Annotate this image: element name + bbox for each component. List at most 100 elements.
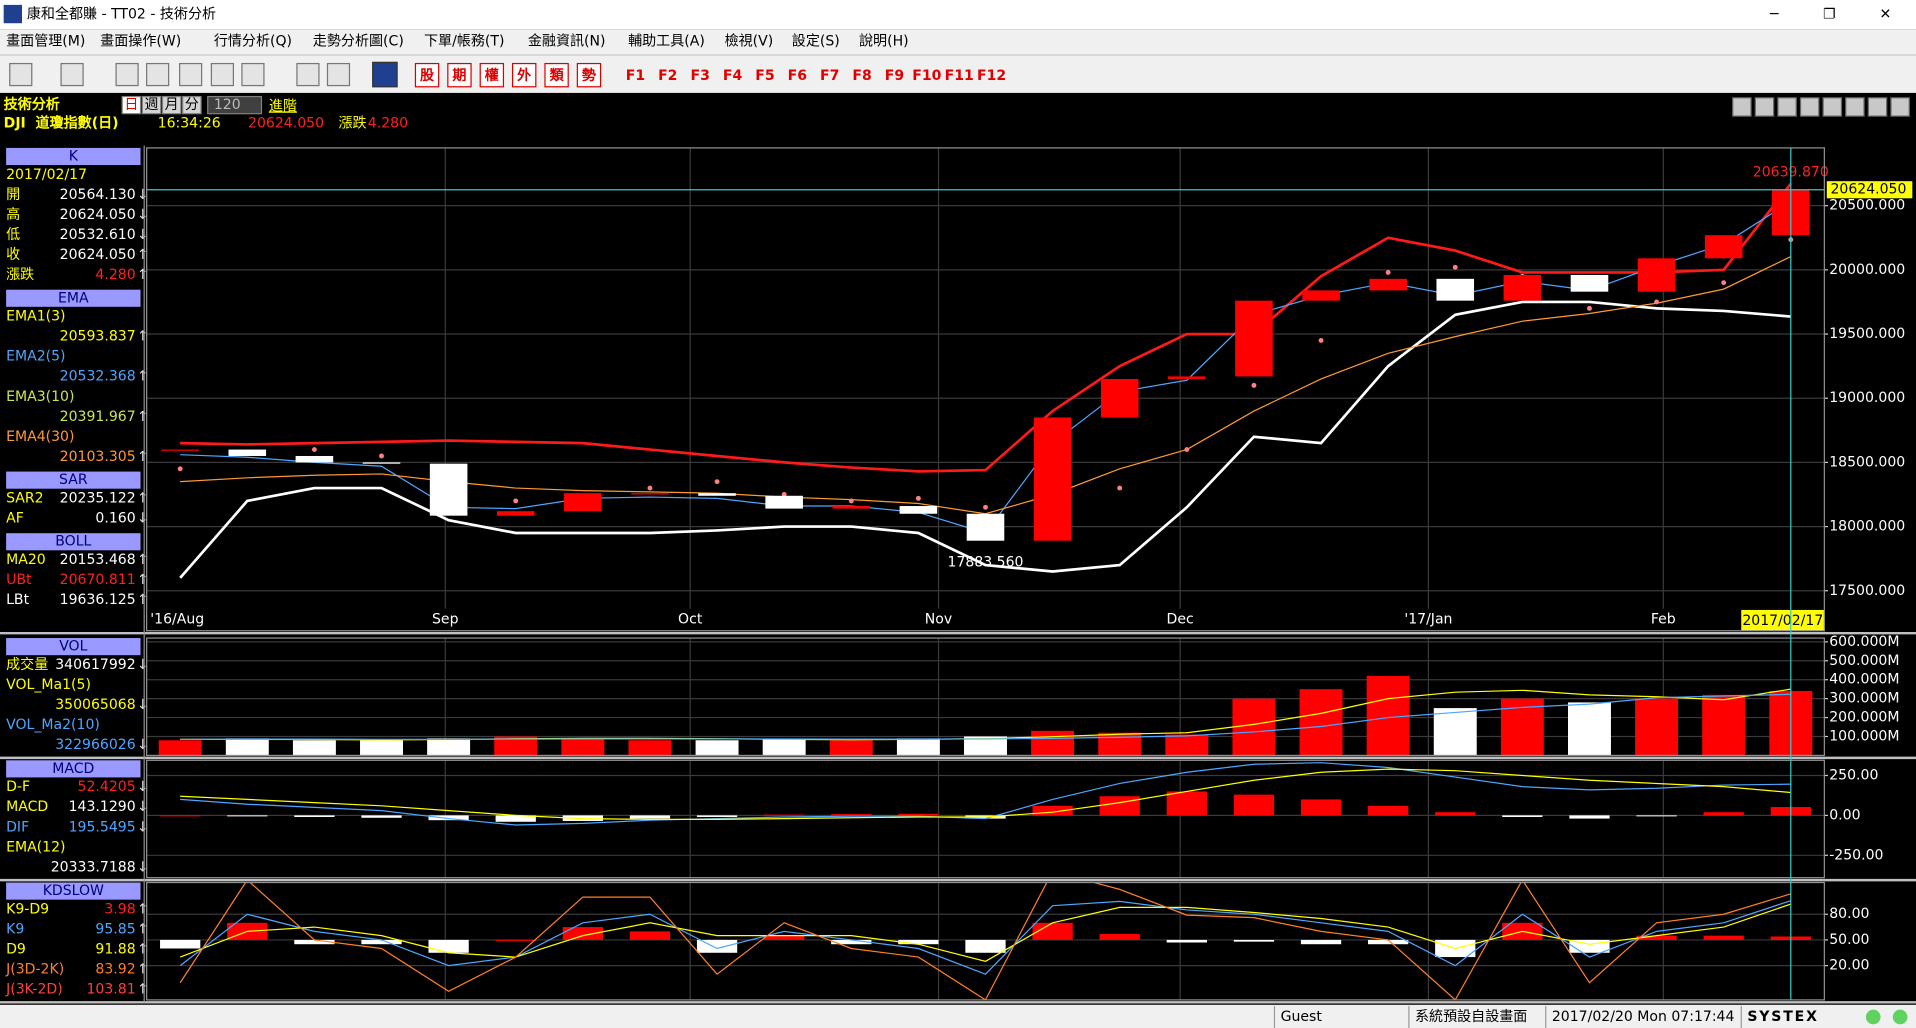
candle xyxy=(1302,290,1340,301)
panel-icon[interactable] xyxy=(1845,97,1865,117)
period-label: 分 xyxy=(185,97,199,113)
toolbar-icon[interactable] xyxy=(179,62,203,87)
histogram-bar xyxy=(160,939,201,949)
minimize-button[interactable]: ─ xyxy=(1769,7,1779,23)
function-key[interactable]: F12 xyxy=(977,68,1006,84)
candle xyxy=(631,493,669,495)
count-select[interactable] xyxy=(207,95,263,115)
menu-item[interactable]: 金融資訊(N) xyxy=(528,34,606,50)
toolbar-icon[interactable] xyxy=(210,62,235,87)
histogram-bar xyxy=(1233,794,1275,816)
sar-dot xyxy=(915,495,921,501)
sar-dot xyxy=(1117,485,1123,491)
histogram-bar xyxy=(1099,796,1140,816)
histogram-bar xyxy=(428,815,469,821)
market-button[interactable] xyxy=(511,62,537,88)
period-tab[interactable] xyxy=(141,95,162,115)
status-brand: SYSTEX xyxy=(1747,1009,1818,1025)
volume-bar xyxy=(427,738,471,756)
toolbar-icon[interactable] xyxy=(326,62,351,87)
market-button[interactable] xyxy=(544,62,569,88)
histogram-bar xyxy=(629,815,671,819)
y-tick-label: 20.00 xyxy=(1829,958,1869,974)
period-tab[interactable] xyxy=(161,95,182,115)
panel-icon[interactable] xyxy=(1754,97,1775,117)
volume-bar xyxy=(762,739,806,756)
sar-dot xyxy=(513,498,519,504)
candle xyxy=(564,493,602,512)
panel-icon[interactable] xyxy=(1822,97,1843,117)
toolbar-icon[interactable] xyxy=(296,62,320,87)
sar-dot xyxy=(647,485,653,491)
y-tick-label: 18500.000 xyxy=(1829,454,1905,470)
toolbar-icon[interactable] xyxy=(146,62,170,87)
market-button[interactable] xyxy=(414,62,440,88)
market-label: 權 xyxy=(485,67,499,84)
panel-icon[interactable] xyxy=(1732,97,1752,117)
histogram-bar xyxy=(629,931,671,940)
function-key[interactable]: F9 xyxy=(885,68,904,84)
panel-icon[interactable] xyxy=(1890,97,1910,117)
info-label: 漲跌 xyxy=(6,267,34,283)
menu-item[interactable]: 輔助工具(A) xyxy=(628,34,705,50)
info-arrow: ↑ xyxy=(137,449,149,465)
function-key[interactable]: F6 xyxy=(788,68,808,84)
info-arrow: ↑ xyxy=(137,490,149,506)
menu-item[interactable]: 設定(S) xyxy=(792,34,840,50)
histogram-bar xyxy=(428,939,469,953)
histogram-bar xyxy=(1435,812,1476,816)
toolbar-icon[interactable] xyxy=(115,62,139,87)
market-button[interactable] xyxy=(447,62,472,88)
menu-item[interactable]: 行情分析(Q) xyxy=(214,34,292,50)
info-label: EMA(12) xyxy=(6,839,65,855)
info-label: K9-D9 xyxy=(6,901,49,917)
toolbar-icon[interactable] xyxy=(372,61,398,88)
function-key[interactable]: F4 xyxy=(723,68,743,84)
advanced-link[interactable]: 進階 xyxy=(269,98,297,114)
market-button[interactable] xyxy=(479,62,505,88)
function-key[interactable]: F2 xyxy=(658,68,677,84)
window-title: 康和全都賺 - TT02 - 技術分析 xyxy=(27,6,216,23)
info-value: 350065068 xyxy=(55,697,135,713)
function-key[interactable]: F10 xyxy=(912,68,941,84)
candle xyxy=(1369,278,1407,291)
menu-item[interactable]: 下單/帳務(T) xyxy=(424,34,504,50)
histogram-bar xyxy=(831,814,872,816)
toolbar-icon[interactable] xyxy=(60,62,84,87)
info-label: 低 xyxy=(6,227,20,243)
info-arrow: ↓ xyxy=(137,657,149,673)
function-key[interactable]: F7 xyxy=(820,68,839,84)
menu-item[interactable]: 畫面管理(M) xyxy=(6,34,85,50)
menu-item[interactable]: 走勢分析圖(C) xyxy=(313,34,404,50)
toolbar-icon[interactable] xyxy=(241,62,265,87)
menu-item[interactable]: 說明(H) xyxy=(859,33,909,50)
period-tab[interactable] xyxy=(121,95,142,115)
x-tick-label: Oct xyxy=(678,612,703,628)
function-key[interactable]: F5 xyxy=(755,68,774,84)
market-label: 期 xyxy=(452,68,466,84)
histogram-bar xyxy=(898,939,939,945)
candle xyxy=(899,506,938,514)
candle xyxy=(698,493,736,496)
bollinger-band xyxy=(179,300,1791,579)
function-key[interactable]: F11 xyxy=(945,68,974,84)
last-price: 20624.050 xyxy=(1830,182,1906,198)
function-key[interactable]: F8 xyxy=(852,68,871,84)
info-value: 0.160 xyxy=(95,511,135,527)
function-key[interactable]: F1 xyxy=(626,68,645,84)
menu-item[interactable]: 畫面操作(W) xyxy=(100,34,181,50)
restore-button[interactable]: ❐ xyxy=(1823,7,1836,23)
app-icon xyxy=(3,4,22,24)
period-tab[interactable] xyxy=(182,95,202,115)
y-tick-label: 19500.000 xyxy=(1829,326,1905,342)
market-button[interactable] xyxy=(576,62,602,88)
menu-item[interactable]: 檢視(V) xyxy=(725,33,774,50)
panel-icon[interactable] xyxy=(1799,97,1820,117)
function-key[interactable]: F3 xyxy=(690,68,709,84)
close-button[interactable]: ✕ xyxy=(1880,7,1892,23)
histogram-bar xyxy=(1032,805,1073,816)
toolbar-icon[interactable] xyxy=(9,62,33,87)
panel-icon[interactable] xyxy=(1777,97,1797,117)
panel-icon[interactable] xyxy=(1867,97,1888,117)
